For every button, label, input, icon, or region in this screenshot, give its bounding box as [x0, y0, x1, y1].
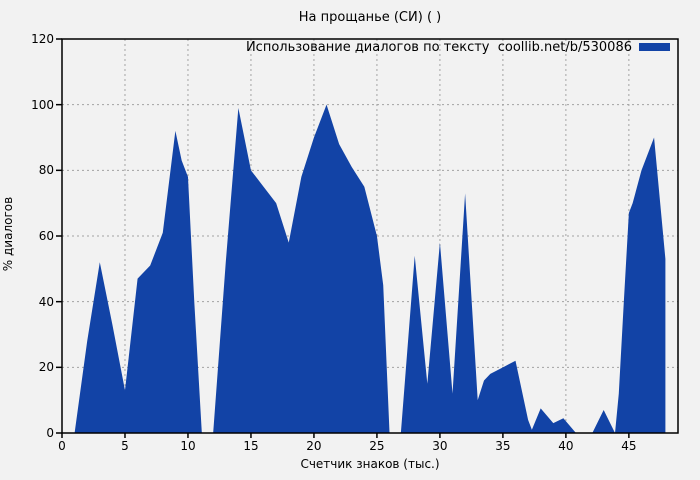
legend: Использование диалогов по тексту coollib…: [245, 39, 670, 55]
x-tick-label: 35: [495, 439, 511, 453]
x-tick-label: 0: [58, 439, 66, 453]
x-tick-label: 20: [306, 439, 322, 453]
y-tick-label: 20: [38, 360, 54, 375]
y-tick-label: 0: [46, 426, 54, 440]
x-tick-label: 5: [121, 439, 129, 453]
y-tick-label: 100: [31, 97, 54, 112]
y-tick-label: 120: [31, 32, 54, 46]
x-tick-label: 45: [621, 439, 637, 453]
x-tick-label: 25: [369, 439, 385, 453]
y-tick-label: 40: [38, 294, 54, 309]
x-tick-label: 15: [243, 439, 259, 453]
chart-title: На прощанье (СИ) ( ): [298, 10, 442, 25]
x-tick-label: 40: [558, 439, 574, 453]
legend-label: Использование диалогов по тексту coollib…: [245, 39, 632, 55]
y-tick-label: 60: [38, 229, 54, 243]
x-tick-label: 30: [432, 439, 448, 453]
legend-swatch: [639, 43, 670, 51]
x-tick-label: 10: [180, 439, 196, 453]
area-series: [74, 104, 666, 434]
y-tick-label: 80: [38, 163, 54, 178]
x-axis-title: Счетчик знаков (тыс.): [300, 457, 440, 471]
